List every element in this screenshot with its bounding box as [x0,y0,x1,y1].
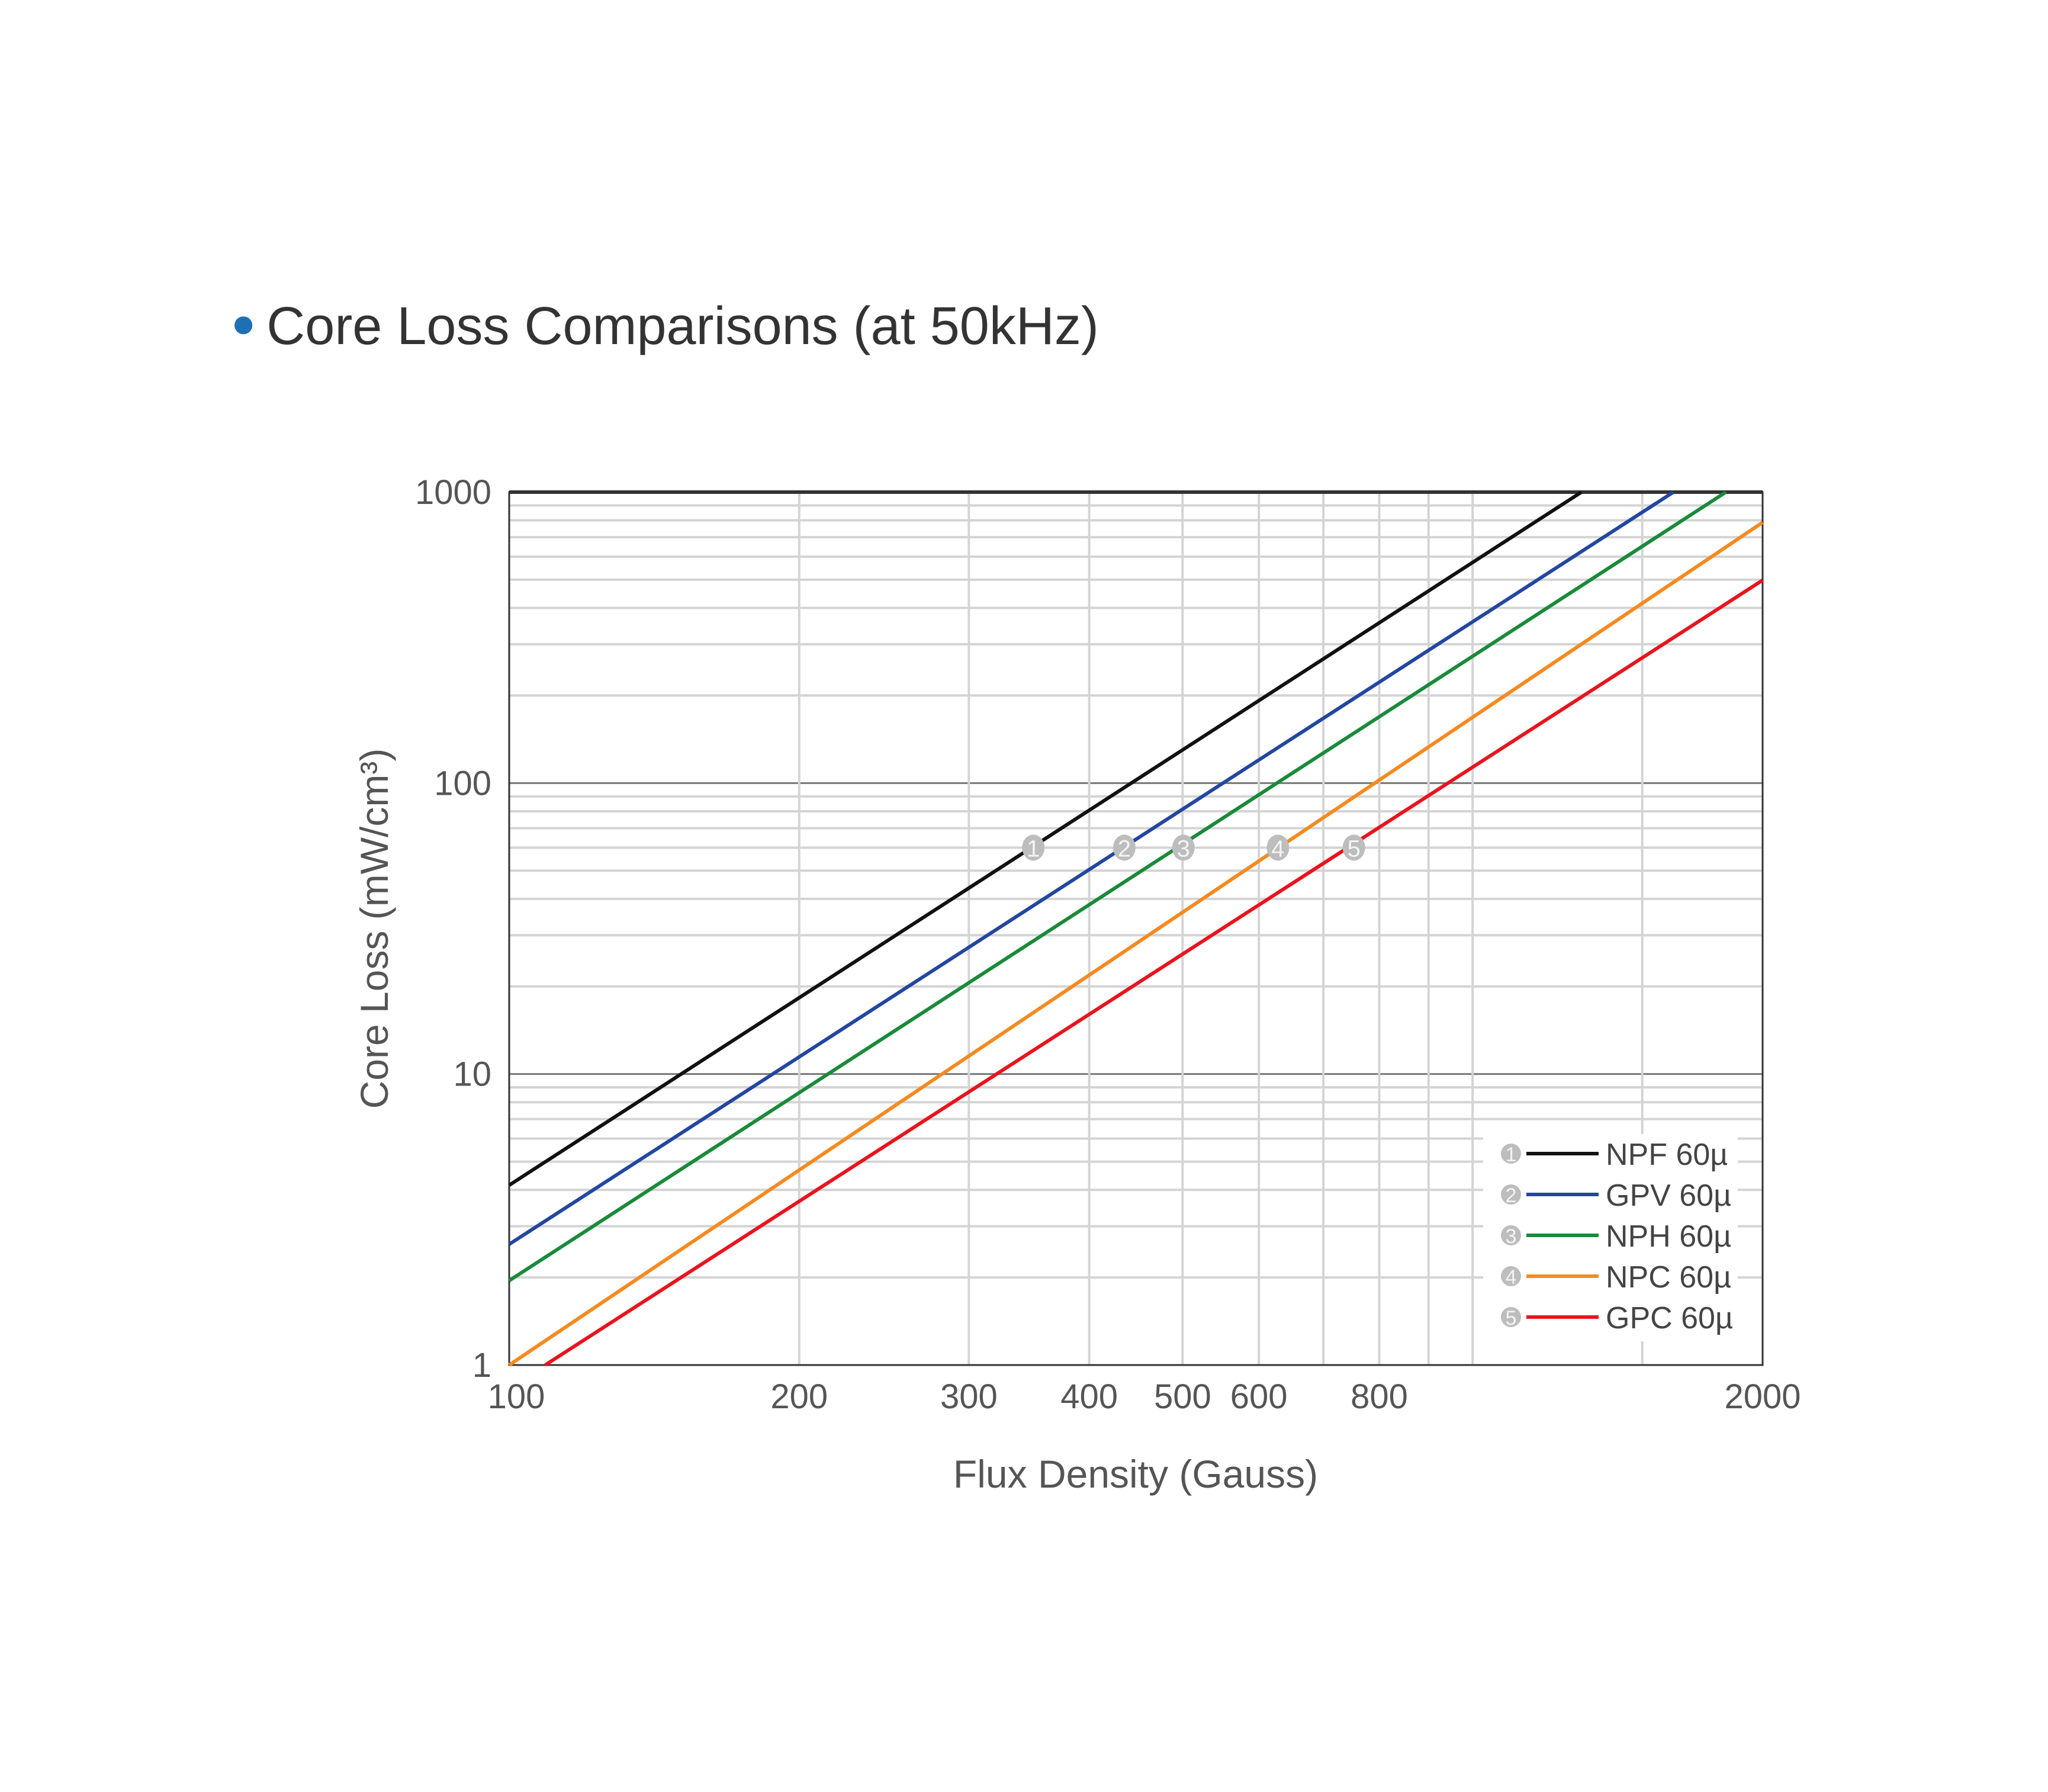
legend-marker-number: 1 [1506,1144,1517,1166]
series-line-3 [508,490,1727,1283]
chart-title: ● Core Loss Comparisons (at 50kHz) [231,296,1099,357]
legend-background [1483,1134,1738,1341]
y-tick-label: 100 [434,764,491,802]
y-tick-label: 1000 [415,473,491,512]
series-line-2 [508,490,1674,1246]
marker-badge-1 [1022,834,1045,861]
bullet-icon: ● [231,300,256,346]
marker-number-5: 5 [1348,836,1361,862]
legend-marker-number: 4 [1506,1266,1517,1289]
legend-marker-number: 5 [1506,1307,1517,1329]
legend-marker-4 [1501,1266,1521,1286]
marker-number-2: 2 [1118,836,1131,862]
y-tick-label: 10 [453,1055,491,1094]
legend-label-3: NPH 60µ [1606,1219,1731,1254]
legend-marker-5 [1501,1307,1521,1327]
x-tick-label: 400 [1060,1377,1118,1416]
x-tick-label: 2000 [1724,1377,1801,1416]
legend-marker-3 [1501,1225,1521,1245]
x-tick-label: 300 [940,1377,998,1416]
series-line-1 [508,490,1583,1187]
x-tick-label: 800 [1351,1377,1408,1416]
x-tick-label: 600 [1230,1377,1288,1416]
x-tick-label: 500 [1154,1377,1211,1416]
x-axis-label: Flux Density (Gauss) [953,1452,1318,1496]
marker-badge-2 [1113,834,1136,861]
y-tick-label: 1 [472,1346,491,1385]
chart-title-text: Core Loss Comparisons (at 50kHz) [266,297,1099,356]
tick-labels: 100 200 300 400 500 600 800 2000 1 10 100 1000 [415,473,1801,1416]
legend-marker-number: 3 [1506,1225,1517,1248]
series-line-4 [508,521,1764,1367]
legend-label-4: NPC 60µ [1606,1260,1731,1295]
grid [508,490,1764,1366]
legend: 1 NPF 60µ 2 GPV 60µ 3 NPH 60µ 4 NPC 60µ 5 GPC 60µ [1483,1134,1738,1341]
series-line-5 [544,579,1764,1367]
marker-number-1: 1 [1027,836,1040,862]
legend-label-2: GPV 60µ [1606,1178,1731,1213]
legend-marker-number: 2 [1506,1184,1517,1207]
series-lines: 1 2 3 4 5 [508,490,1764,1367]
x-tick-label: 200 [770,1377,828,1416]
marker-badge-4 [1266,834,1290,861]
marker-badge-5 [1342,834,1365,861]
legend-label-1: NPF 60µ [1606,1138,1728,1172]
legend-marker-1 [1501,1144,1521,1164]
marker-badge-3 [1172,834,1195,861]
marker-number-4: 4 [1271,836,1284,862]
marker-number-3: 3 [1177,836,1190,862]
legend-marker-2 [1501,1184,1521,1205]
x-tick-label: 100 [488,1377,545,1416]
y-axis-label: Core Loss (mW/cm³) [352,749,396,1109]
legend-label-5: GPC 60µ [1606,1301,1733,1335]
